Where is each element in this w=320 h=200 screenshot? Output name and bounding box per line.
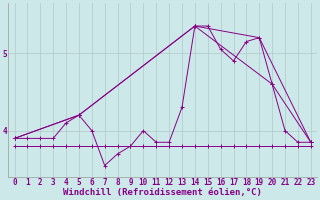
X-axis label: Windchill (Refroidissement éolien,°C): Windchill (Refroidissement éolien,°C) bbox=[63, 188, 262, 197]
